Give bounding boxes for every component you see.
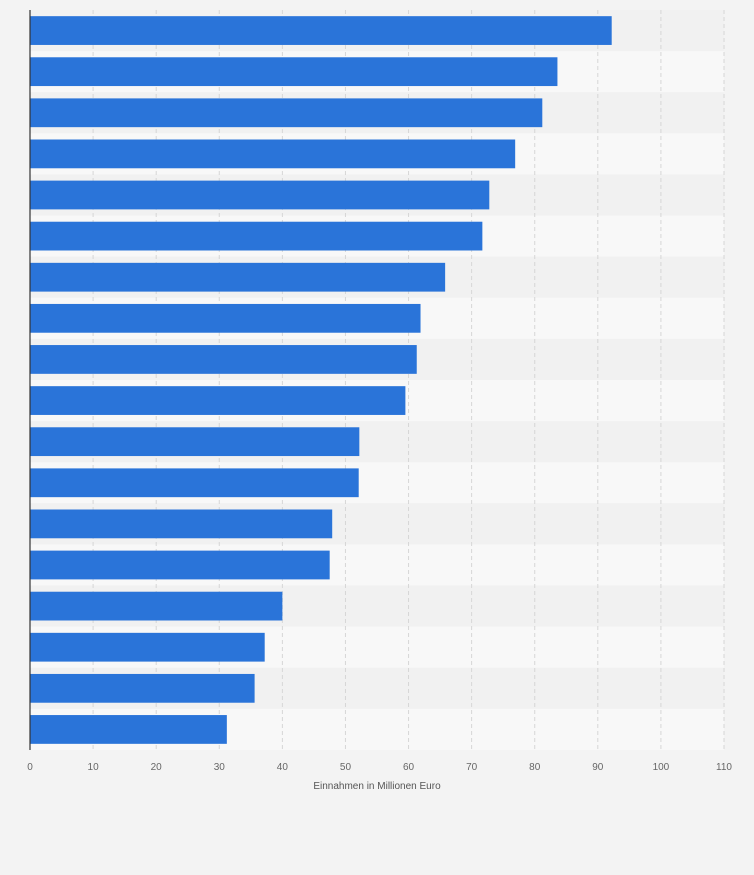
bar: [30, 509, 333, 539]
bar: [30, 591, 283, 621]
bar: [30, 221, 483, 251]
bar: [30, 386, 406, 415]
x-tick-label: 110: [716, 762, 732, 773]
bar: [30, 98, 543, 128]
bar: [30, 468, 359, 498]
gridlines: [92, 10, 725, 750]
bar: [30, 632, 265, 662]
x-axis-label: Einnahmen in Millionen Euro: [313, 781, 441, 792]
bar: [30, 303, 421, 333]
bar: [30, 673, 255, 703]
bar: [30, 57, 558, 87]
x-tick-label: 40: [277, 762, 289, 773]
bar: [30, 550, 330, 580]
x-tick-label: 70: [466, 762, 478, 773]
x-tick-label: 0: [27, 762, 33, 773]
bar: [30, 16, 612, 45]
x-tick-label: 10: [88, 762, 100, 773]
bars: [30, 16, 612, 744]
x-tick-label: 20: [151, 762, 163, 773]
bar: [30, 262, 446, 292]
bar: [30, 139, 516, 169]
x-tick-label: 60: [403, 762, 415, 773]
x-tick-label: 50: [340, 762, 352, 773]
bar: [30, 180, 490, 210]
x-tick-label: 90: [592, 762, 604, 773]
x-tick-label: 100: [653, 762, 670, 773]
bar: [30, 715, 227, 744]
x-tick-label: 80: [529, 762, 541, 773]
bar: [30, 427, 360, 457]
x-axis-ticks: 0 10 20 30 40 50 60 70 80 90 100 110: [27, 762, 732, 773]
bar: [30, 345, 417, 374]
x-tick-label: 30: [214, 762, 226, 773]
